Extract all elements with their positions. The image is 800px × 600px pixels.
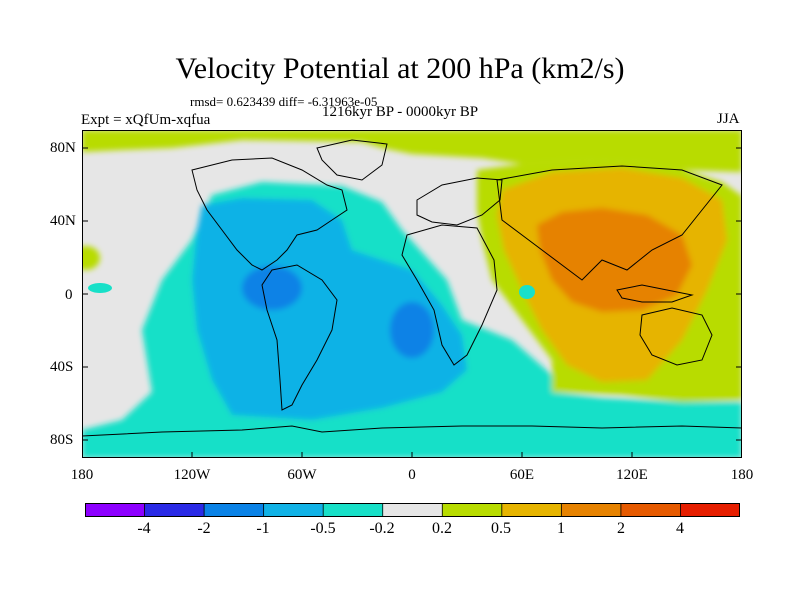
colorbar-box: [85, 503, 146, 517]
coast-australia: [639, 307, 713, 366]
lon-label-120w: 120W: [173, 467, 211, 483]
field-orange: [537, 208, 692, 312]
lon-label-60w: 60W: [287, 467, 317, 483]
coast-africa: [401, 224, 498, 366]
colorbar-label: -4: [137, 520, 151, 537]
lon-label-120e: 120E: [616, 467, 648, 483]
lat-label-80n: 80N: [50, 140, 76, 156]
colorbar-label: 1: [557, 520, 565, 537]
coast-north-america: [191, 157, 348, 271]
field-negative-blue: [192, 198, 467, 420]
lon-label-60e: 60E: [509, 467, 535, 483]
colorbar-box: [680, 503, 740, 517]
colorbar-label: 2: [617, 520, 625, 537]
field-negative-deep-atlantic: [390, 302, 434, 358]
lat-label-80s: 80S: [50, 432, 74, 448]
stats-line: rmsd= 0.623439 diff= -6.31963e-05: [190, 94, 378, 109]
lon-label-0: 0: [408, 467, 416, 483]
colorbar-box: [501, 503, 563, 517]
coast-europe: [416, 177, 503, 226]
field-positive-west-patch: [82, 246, 100, 270]
colorbar-box: [560, 503, 622, 517]
map-ticks: [82, 147, 742, 458]
colorbar-box: [144, 503, 205, 517]
coast-asia: [496, 165, 723, 281]
map-title: Velocity Potential at 200 hPa (km2/s): [175, 52, 625, 85]
coast-greenland: [316, 139, 388, 181]
lon-label-180w: 180: [70, 467, 94, 483]
lat-label-40n: 40N: [50, 213, 76, 229]
lat-label-40s: 40S: [50, 359, 74, 375]
colorbar-box: [322, 503, 384, 517]
colorbar: [85, 503, 740, 517]
coast-antarctica: [82, 425, 742, 437]
season-label: JJA: [717, 111, 740, 127]
colorbar-box: [203, 503, 265, 517]
colorbar-box: [382, 503, 444, 517]
coast-south-america: [261, 264, 338, 411]
colorbar-box: [441, 503, 503, 517]
field-positive-north: [82, 130, 742, 172]
velocity-potential-map: [82, 130, 742, 458]
coastlines: [82, 139, 742, 437]
colorbar-frame: [85, 503, 740, 517]
lon-label-180e: 180: [730, 467, 754, 483]
coast-southeast-asia: [616, 284, 694, 303]
colorbar-label: -0.2: [369, 520, 395, 537]
field-patch-atlantic: [88, 283, 112, 293]
lat-label-0: 0: [65, 287, 73, 303]
colorbar-label: -1: [256, 520, 270, 537]
colorbar-box: [263, 503, 325, 517]
colorbar-label: -0.5: [310, 520, 336, 537]
colorbar-label: 0.2: [432, 520, 452, 537]
colorbar-label: -2: [197, 520, 211, 537]
colorbar-label: 0.5: [491, 520, 511, 537]
period-label: 1216kyr BP - 0000kyr BP: [322, 104, 479, 120]
field-negative-deep-west: [242, 266, 302, 310]
field-patch-indian: [519, 285, 535, 299]
colorbar-box: [620, 503, 682, 517]
experiment-label: Expt = xQfUm-xqfua: [81, 112, 211, 128]
colorbar-label: 4: [676, 520, 684, 537]
